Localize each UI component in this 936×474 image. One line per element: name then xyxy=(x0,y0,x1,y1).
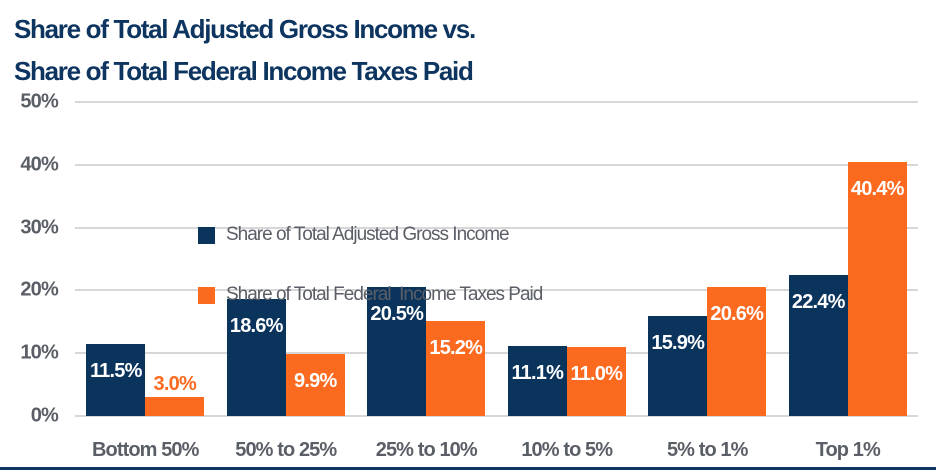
y-axis-tick-label: 50% xyxy=(20,90,58,113)
chart-title-line-1: Share of Total Adjusted Gross Income vs. xyxy=(14,14,476,44)
legend-swatch-orange xyxy=(198,286,215,304)
legend-swatch-navy xyxy=(198,226,215,244)
legend-item-agi: Share of Total Adjusted Gross Income xyxy=(198,224,510,245)
x-axis-category-label: 50% to 25% xyxy=(235,439,337,461)
bar-group: 11.1% 11.0% xyxy=(497,102,638,416)
bar-value-label: 11.0% xyxy=(570,362,623,385)
bar-value-label: 3.0% xyxy=(153,373,197,396)
y-axis: 50% 40% 30% 20% 10% 0% xyxy=(0,91,58,427)
bar: 20.6% xyxy=(707,286,767,416)
gridline xyxy=(75,415,918,417)
bar-group: 11.5% 3.0% xyxy=(75,102,216,416)
gridline xyxy=(75,226,918,229)
bar-value-label: 11.5% xyxy=(89,359,142,382)
chart-title-line-2: Share of Total Federal Income Taxes Paid xyxy=(14,56,474,86)
legend-item-taxes: Share of Total Federal Income Taxes Paid xyxy=(198,284,543,305)
x-axis-category-label: Top 1% xyxy=(815,439,881,461)
bar-value-label: 15.2% xyxy=(429,336,483,359)
bar: 40.4% xyxy=(847,162,907,416)
bar: 3.0% xyxy=(145,374,205,416)
gridline xyxy=(75,101,918,103)
bar-groups: 11.5% 3.0% 18.6% 9.9% 20.5% 15.2% 11.1% 11.0% 15… xyxy=(75,102,918,416)
x-axis-category-label: 10% to 5% xyxy=(521,439,613,461)
bar-group: 22.4% 40.4% xyxy=(778,102,919,416)
bar-value-label: 20.6% xyxy=(710,302,764,325)
chart-title: Share of Total Adjusted Gross Income vs.… xyxy=(14,8,476,92)
bar: 20.5% xyxy=(367,287,427,416)
legend-label-taxes: Share of Total Federal Income Taxes Paid xyxy=(226,284,543,305)
bar: 15.2% xyxy=(426,320,486,416)
bar: 15.9% xyxy=(648,316,708,416)
bar-value-label: 18.6% xyxy=(229,315,284,338)
bar-group: 15.9% 20.6% xyxy=(637,102,778,416)
bar-group: 18.6% 9.9% xyxy=(216,102,357,416)
bar-value-label: 15.9% xyxy=(651,332,705,355)
bar: 11.1% xyxy=(507,346,567,416)
gridline xyxy=(75,163,918,166)
bottom-rule xyxy=(0,467,936,470)
x-axis-category-label: Bottom 50% xyxy=(91,439,199,461)
y-axis-tick-label: 30% xyxy=(20,216,58,239)
x-axis-labels: Bottom 50% 50% to 25% 25% to 10% 10% to 5% 5… xyxy=(75,438,918,462)
y-axis-tick-label: 20% xyxy=(20,278,58,301)
x-axis-category-label: 5% to 1% xyxy=(666,439,749,461)
bar: 22.4% xyxy=(788,275,848,416)
bar-value-label: 22.4% xyxy=(791,291,846,314)
bar-value-label: 9.9% xyxy=(294,369,337,392)
bar: 18.6% xyxy=(226,299,286,416)
gridline xyxy=(75,289,918,292)
plot-area: 11.5% 3.0% 18.6% 9.9% 20.5% 15.2% 11.1% 11.0% 15… xyxy=(75,101,918,417)
y-axis-tick-label: 0% xyxy=(30,404,59,427)
y-axis-tick-label: 10% xyxy=(20,341,58,364)
bar: 9.9% xyxy=(285,353,345,416)
y-axis-tick-label: 40% xyxy=(20,153,58,176)
legend-label-agi: Share of Total Adjusted Gross Income xyxy=(226,224,510,245)
bar-value-label: 40.4% xyxy=(850,178,905,201)
bar-value-label: 11.1% xyxy=(511,362,564,385)
x-axis-category-label: 25% to 10% xyxy=(375,439,478,461)
bar-value-label: 20.5% xyxy=(370,303,424,326)
bar: 11.0% xyxy=(566,346,626,416)
gridline xyxy=(75,352,918,355)
bar: 11.5% xyxy=(86,343,146,416)
bar-group: 20.5% 15.2% xyxy=(356,102,497,416)
